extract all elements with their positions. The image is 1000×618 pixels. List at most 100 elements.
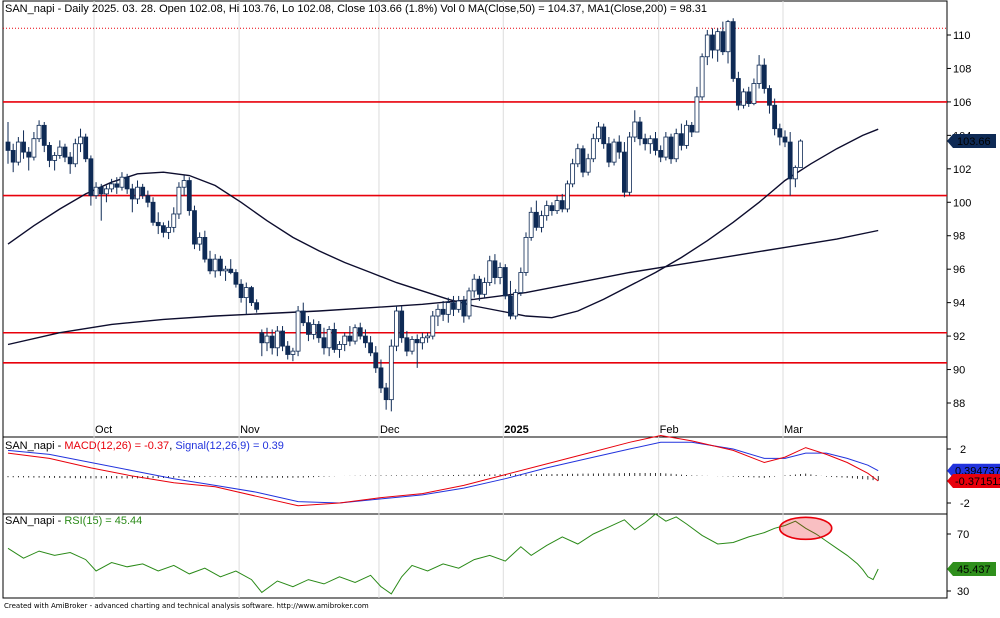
candle bbox=[228, 259, 234, 275]
candle bbox=[518, 267, 524, 296]
candle bbox=[171, 207, 177, 233]
candle-body bbox=[699, 56, 705, 98]
candle-body bbox=[285, 345, 291, 355]
candle-body bbox=[445, 302, 451, 315]
candle-body bbox=[792, 167, 798, 180]
candle bbox=[751, 78, 757, 106]
candle-body bbox=[782, 136, 788, 143]
candle bbox=[487, 255, 493, 286]
candle-body bbox=[482, 282, 487, 295]
x-tick-label: 2025 bbox=[504, 424, 528, 436]
candle-body bbox=[5, 141, 11, 151]
candle bbox=[445, 297, 451, 323]
candle bbox=[150, 197, 156, 226]
candle-body bbox=[109, 183, 114, 190]
y-tick-label: 88 bbox=[953, 398, 965, 410]
candle bbox=[285, 341, 291, 360]
candle-body bbox=[155, 221, 161, 227]
candle-body bbox=[306, 322, 311, 335]
candle-body bbox=[357, 327, 363, 337]
candle bbox=[93, 182, 99, 199]
candle bbox=[492, 254, 498, 285]
candle bbox=[570, 158, 576, 188]
candle-body bbox=[280, 330, 285, 347]
candle-body bbox=[746, 91, 752, 104]
candles bbox=[5, 18, 803, 412]
candle bbox=[419, 332, 425, 350]
candle-body bbox=[83, 136, 89, 160]
candle bbox=[559, 193, 565, 213]
candle-body bbox=[383, 387, 389, 401]
candle-body bbox=[202, 236, 208, 260]
candle-body bbox=[124, 176, 130, 190]
candle-body bbox=[787, 141, 793, 180]
candle bbox=[787, 132, 793, 196]
candle-body bbox=[658, 150, 664, 158]
candle-body bbox=[741, 91, 746, 106]
candle-body bbox=[223, 268, 228, 272]
rsi-line bbox=[7, 513, 879, 595]
rsi-overbought-ellipse bbox=[778, 516, 833, 541]
candle-body bbox=[425, 335, 430, 339]
candle-body bbox=[508, 295, 513, 317]
candle bbox=[238, 279, 244, 303]
candle bbox=[544, 200, 550, 221]
candle-body bbox=[523, 236, 529, 273]
candle bbox=[264, 327, 270, 352]
candle bbox=[715, 28, 721, 62]
macd-value-bg bbox=[947, 473, 1000, 488]
candle bbox=[668, 133, 674, 164]
candle bbox=[176, 182, 182, 219]
candle bbox=[269, 329, 275, 355]
candle bbox=[425, 332, 430, 343]
candle bbox=[352, 324, 358, 345]
candle bbox=[47, 142, 52, 168]
candle bbox=[192, 205, 197, 250]
candle bbox=[378, 359, 384, 393]
candle-body bbox=[611, 141, 617, 163]
candle-body bbox=[767, 88, 772, 106]
candle bbox=[777, 123, 783, 146]
macd-header: SAN_napi - MACD(12,26) = -0.37, Signal(1… bbox=[5, 440, 284, 452]
candle bbox=[300, 302, 306, 327]
candle bbox=[62, 143, 68, 163]
y-tick-label: 94 bbox=[953, 298, 965, 310]
candle-body bbox=[326, 328, 332, 349]
candle-body bbox=[585, 158, 591, 173]
candle bbox=[653, 132, 658, 156]
candle-body bbox=[513, 292, 519, 317]
candle-body bbox=[637, 121, 643, 140]
candle bbox=[15, 137, 21, 166]
y-tick-label: 106 bbox=[953, 97, 971, 109]
price-header: SAN_napi - Daily 2025. 03. 28. Open 102.… bbox=[5, 3, 707, 15]
candle-body bbox=[119, 176, 125, 188]
candle bbox=[166, 220, 171, 240]
candle-body bbox=[471, 278, 477, 292]
candle-body bbox=[264, 335, 270, 344]
candle bbox=[735, 71, 741, 111]
rsi-layer: 45.437 bbox=[7, 513, 996, 595]
candle bbox=[767, 85, 772, 114]
candle-body bbox=[435, 308, 441, 317]
rsi-value-tag: 45.437 bbox=[947, 561, 996, 576]
candle bbox=[725, 19, 731, 64]
candle bbox=[792, 165, 798, 188]
x-tick-label: Dec bbox=[380, 424, 400, 436]
candle-body bbox=[243, 287, 249, 299]
candle-body bbox=[347, 335, 353, 342]
candle bbox=[321, 327, 327, 355]
candle bbox=[637, 116, 643, 146]
candle-body bbox=[622, 151, 627, 193]
candle-body bbox=[694, 96, 700, 133]
candle bbox=[642, 133, 648, 151]
candle-body bbox=[715, 31, 721, 51]
candle-body bbox=[316, 323, 322, 339]
candle bbox=[679, 123, 684, 151]
candle-body bbox=[207, 258, 213, 272]
candle bbox=[326, 326, 332, 357]
candle-body bbox=[337, 344, 342, 350]
candle bbox=[663, 132, 669, 161]
rsi-tick-label: 70 bbox=[957, 529, 969, 541]
macd-value-label: -0.371511 bbox=[955, 476, 1000, 488]
candle bbox=[52, 152, 58, 171]
